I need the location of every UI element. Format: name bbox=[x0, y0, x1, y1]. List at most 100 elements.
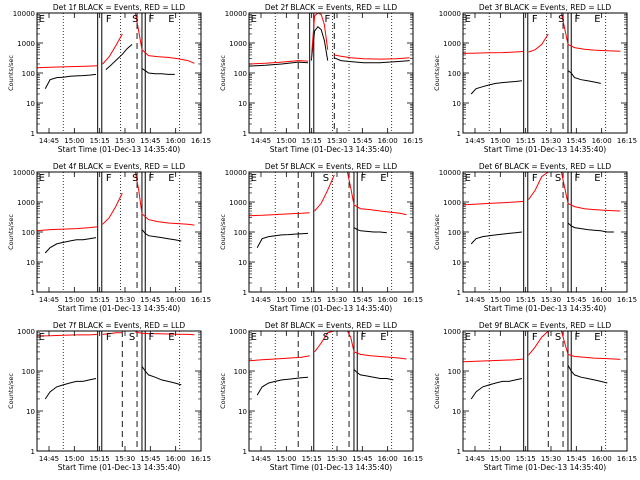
y-tick-label: 10 bbox=[452, 408, 461, 416]
x-tick-label: 15:45 bbox=[566, 137, 586, 145]
series-group bbox=[249, 172, 407, 248]
phase-marker-label: S bbox=[129, 332, 135, 343]
x-tick-label: 15:45 bbox=[140, 137, 160, 145]
y-tick-label: 100 bbox=[234, 70, 247, 78]
phase-marker-label: E bbox=[168, 14, 174, 25]
lld-series-line bbox=[249, 212, 310, 217]
y-tick-label: 1 bbox=[31, 289, 35, 297]
phase-marker-label: F bbox=[575, 173, 581, 184]
x-tick-label: 15:30 bbox=[115, 296, 135, 304]
x-tick-label: 15:00 bbox=[490, 137, 510, 145]
y-tick-label: 10 bbox=[238, 259, 247, 267]
y-axis-label: Counts/sec bbox=[433, 214, 441, 250]
x-tick-label: 14:45 bbox=[465, 137, 485, 145]
x-tick-label: 15:30 bbox=[541, 296, 561, 304]
events-series-line bbox=[310, 25, 329, 61]
x-tick-label: 15:45 bbox=[140, 296, 160, 304]
phase-marker-label: E bbox=[465, 173, 471, 184]
phase-marker-label: F bbox=[532, 332, 538, 343]
y-tick-label: 1000 bbox=[229, 328, 247, 336]
chart-title: Det 2f BLACK = Events, RED = LLD bbox=[265, 3, 398, 12]
x-axis-label: Start Time (01-Dec-13 14:35:40) bbox=[484, 145, 606, 154]
x-tick-label: 15:00 bbox=[64, 455, 84, 463]
reference-lines bbox=[488, 331, 607, 451]
x-tick-label: 15:30 bbox=[541, 137, 561, 145]
chart-title: Det 9f BLACK = Events, RED = LLD bbox=[479, 321, 612, 330]
y-tick-label: 1000 bbox=[443, 328, 461, 336]
phase-marker-label: E bbox=[594, 332, 600, 343]
lld-series-line bbox=[102, 192, 123, 225]
x-tick-label: 16:00 bbox=[378, 455, 398, 463]
events-series-line bbox=[470, 231, 523, 245]
plot-frame bbox=[36, 330, 202, 452]
x-axis-label: Start Time (01-Dec-13 14:35:40) bbox=[58, 145, 180, 154]
y-tick-label: 10 bbox=[26, 259, 35, 267]
y-tick-label: 10000 bbox=[439, 169, 461, 177]
series-group bbox=[463, 172, 621, 245]
phase-marker-label: S bbox=[323, 332, 329, 343]
y-tick-label: 100 bbox=[448, 229, 461, 237]
y-tick-label: 10000 bbox=[225, 10, 247, 18]
phase-marker-label: E bbox=[39, 14, 45, 25]
y-tick-label: 100 bbox=[234, 368, 247, 376]
reference-lines bbox=[274, 172, 393, 292]
lld-series-line bbox=[314, 331, 335, 353]
lld-series-line bbox=[134, 13, 195, 64]
y-tick-label: 10000 bbox=[225, 169, 247, 177]
x-tick-label: 15:45 bbox=[566, 296, 586, 304]
events-series-line bbox=[470, 378, 523, 400]
x-tick-label: 15:45 bbox=[140, 455, 160, 463]
lld-series-line bbox=[528, 331, 549, 356]
x-tick-label: 16:00 bbox=[166, 455, 186, 463]
phase-marker-label: F bbox=[149, 14, 155, 25]
lld-series-line bbox=[334, 54, 410, 60]
y-tick-label: 1000 bbox=[17, 40, 35, 48]
phase-marker-label: S bbox=[555, 332, 561, 343]
x-tick-label: 15:15 bbox=[302, 455, 322, 463]
chart-panel-6: Det 6f BLACK = Events, RED = LLD E F S F E 1 10… bbox=[433, 162, 637, 313]
x-tick-label: 16:00 bbox=[592, 296, 612, 304]
x-tick-label: 15:15 bbox=[516, 455, 536, 463]
x-tick-label: 14:45 bbox=[251, 455, 271, 463]
x-axis-label: Start Time (01-Dec-13 14:35:40) bbox=[270, 145, 392, 154]
chart-panel-5: Det 5f BLACK = Events, RED = LLD E S F E 1 10 1… bbox=[219, 162, 423, 313]
phase-marker-label: E bbox=[465, 332, 471, 343]
phase-marker-label: F bbox=[532, 14, 538, 25]
x-tick-label: 15:00 bbox=[276, 296, 296, 304]
phase-marker-label: S bbox=[323, 173, 329, 184]
y-tick-label: 1 bbox=[31, 448, 35, 456]
events-series-line bbox=[141, 366, 182, 386]
series-group bbox=[37, 13, 195, 89]
x-axis-label: Start Time (01-Dec-13 14:35:40) bbox=[270, 463, 392, 472]
chart-title: Det 8f BLACK = Events, RED = LLD bbox=[265, 321, 398, 330]
x-tick-label: 15:30 bbox=[327, 455, 347, 463]
x-tick-label: 15:00 bbox=[64, 296, 84, 304]
lld-series-line bbox=[135, 331, 195, 336]
phase-marker-label: F bbox=[324, 14, 330, 25]
chart-panel-9: Det 9f BLACK = Events, RED = LLD E F S F E 1 10… bbox=[433, 321, 637, 472]
y-tick-label: 10 bbox=[452, 100, 461, 108]
series-group bbox=[463, 331, 621, 400]
y-tick-label: 10000 bbox=[13, 10, 35, 18]
x-tick-label: 15:15 bbox=[516, 137, 536, 145]
y-tick-label: 10 bbox=[238, 408, 247, 416]
events-series-line bbox=[141, 68, 175, 75]
lld-series-line bbox=[560, 13, 621, 52]
y-axis-label: Counts/sec bbox=[433, 373, 441, 409]
phase-marker-label: E bbox=[39, 332, 45, 343]
y-tick-label: 100 bbox=[448, 70, 461, 78]
y-axis-label: Counts/sec bbox=[7, 55, 15, 91]
plot-frame bbox=[248, 330, 414, 452]
events-series-line bbox=[567, 70, 601, 84]
y-axis-label: Counts/sec bbox=[7, 373, 15, 409]
chart-panel-7: Det 7f BLACK = Events, RED = LLD E F S F E 1 10… bbox=[7, 321, 211, 472]
phase-marker-label: F bbox=[575, 14, 581, 25]
x-tick-label: 16:15 bbox=[617, 296, 637, 304]
x-tick-label: 15:00 bbox=[490, 455, 510, 463]
phase-marker-label: E bbox=[39, 173, 45, 184]
x-tick-label: 14:45 bbox=[39, 296, 59, 304]
phase-marker-label: E bbox=[594, 14, 600, 25]
y-tick-label: 1000 bbox=[443, 40, 461, 48]
x-axis-label: Start Time (01-Dec-13 14:35:40) bbox=[484, 304, 606, 313]
